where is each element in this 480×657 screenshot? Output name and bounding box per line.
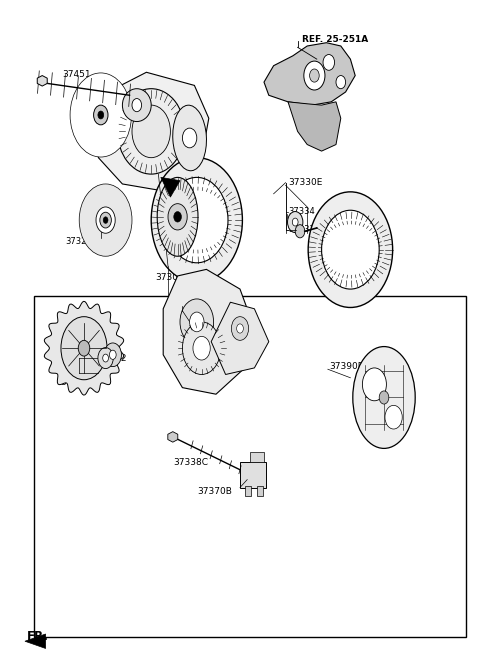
Circle shape [310,69,319,82]
Circle shape [323,55,335,70]
Text: 37390B: 37390B [329,362,364,371]
Circle shape [336,76,346,89]
Circle shape [84,93,117,137]
Circle shape [104,343,121,367]
Text: 37340: 37340 [60,378,89,387]
Circle shape [308,192,393,307]
Ellipse shape [173,105,206,171]
Text: 37332: 37332 [288,225,315,235]
Polygon shape [288,102,341,151]
Circle shape [86,193,125,247]
Polygon shape [94,72,209,191]
Circle shape [237,324,243,333]
Polygon shape [25,634,46,648]
Text: 37367C: 37367C [182,300,217,309]
Circle shape [182,128,197,148]
Circle shape [93,202,119,238]
Circle shape [83,189,129,252]
Circle shape [304,61,325,90]
Circle shape [98,348,113,369]
Circle shape [322,210,379,289]
Circle shape [231,317,249,340]
Text: 37300E: 37300E [156,273,190,283]
Ellipse shape [353,347,415,449]
Polygon shape [163,269,254,394]
Ellipse shape [118,89,185,174]
Circle shape [288,212,303,233]
Circle shape [182,322,221,374]
Circle shape [151,158,242,283]
Circle shape [98,111,104,119]
Circle shape [76,81,126,149]
Circle shape [295,225,305,238]
Text: 37370B: 37370B [197,487,232,496]
Circle shape [87,97,114,133]
Circle shape [78,340,90,356]
Circle shape [94,105,108,125]
Circle shape [190,312,204,332]
Bar [34,296,466,637]
Text: REF. 25-251A: REF. 25-251A [302,35,369,44]
Text: FR.: FR. [26,629,48,643]
Circle shape [70,73,132,157]
Circle shape [166,177,228,263]
Circle shape [168,204,187,230]
Bar [250,452,264,462]
Bar [257,486,263,496]
Polygon shape [37,76,47,86]
Text: 37342: 37342 [98,353,127,363]
Ellipse shape [122,89,151,122]
Circle shape [292,218,298,226]
Text: 37321B: 37321B [65,237,97,246]
Circle shape [61,317,107,380]
Circle shape [193,336,210,360]
Text: 37330E: 37330E [288,178,323,187]
Circle shape [379,391,389,404]
Text: 37451: 37451 [62,70,91,79]
Circle shape [103,354,108,362]
Circle shape [100,212,111,228]
Text: 37338C: 37338C [173,458,208,467]
Text: 37334: 37334 [288,207,315,216]
Circle shape [180,299,214,345]
Circle shape [132,99,142,112]
Bar [240,462,266,488]
Polygon shape [264,43,355,105]
Circle shape [79,85,123,145]
Circle shape [385,405,402,429]
Polygon shape [44,302,124,395]
Circle shape [103,217,108,223]
Polygon shape [211,302,269,374]
Circle shape [362,368,386,401]
Circle shape [79,184,132,256]
Bar [245,486,251,496]
Circle shape [89,198,122,242]
Circle shape [132,105,170,158]
Circle shape [73,77,129,153]
Circle shape [96,207,115,233]
Polygon shape [168,432,178,442]
Circle shape [109,350,116,359]
Polygon shape [161,177,180,197]
Ellipse shape [157,177,198,256]
Circle shape [96,207,115,233]
Circle shape [174,212,181,222]
Circle shape [82,89,120,141]
